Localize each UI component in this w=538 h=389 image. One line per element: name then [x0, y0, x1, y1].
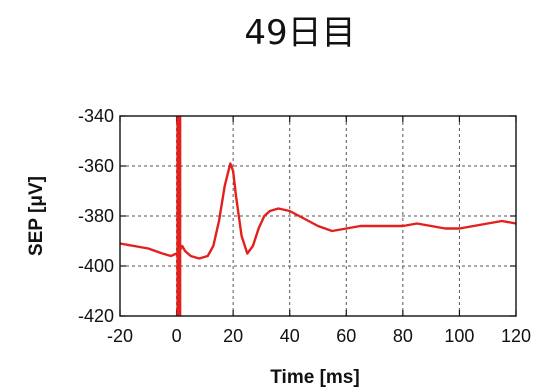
data-point: [224, 185, 226, 187]
data-point: [232, 170, 234, 172]
data-point: [269, 210, 271, 212]
x-tick-labels: -20 0 20 40 60 80 100 120: [107, 326, 531, 346]
data-point: [430, 225, 432, 227]
data-point: [198, 257, 200, 260]
data-point: [374, 225, 376, 227]
y-axis-label: SEP [μV]: [26, 176, 47, 256]
data-point: [289, 210, 291, 212]
x-axis-label: Time [ms]: [270, 367, 359, 388]
data-point: [501, 220, 503, 222]
data-point: [246, 252, 248, 255]
data-point: [277, 207, 279, 210]
data-point: [331, 230, 333, 232]
data-point: [317, 225, 319, 227]
data-point: [241, 235, 243, 237]
data-point: [258, 227, 260, 230]
x-tick-label: 0: [172, 326, 182, 346]
data-point: [263, 215, 265, 217]
y-tick-label: -360: [78, 156, 114, 176]
series-line-0: [119, 162, 517, 260]
plot-frame: [119, 115, 517, 317]
data-point: [170, 255, 172, 257]
y-tick-label: -420: [78, 306, 114, 326]
data-point: [487, 222, 489, 225]
x-tick-label: 40: [280, 326, 300, 346]
data-point: [473, 225, 475, 227]
x-tick-label: 60: [336, 326, 356, 346]
x-tick-label: 120: [501, 326, 531, 346]
data-point: [207, 255, 209, 257]
y-tick-label: -340: [78, 106, 114, 126]
data-point: [359, 225, 361, 227]
data-point: [444, 227, 446, 230]
x-tick-label: -20: [107, 326, 133, 346]
gridlines: [120, 116, 516, 316]
data-point: [252, 245, 254, 247]
plot-area: [119, 116, 517, 316]
y-tick-labels: -340 -360 -380 -400 -420: [78, 106, 114, 326]
data-point: [235, 195, 237, 197]
data-point: [402, 225, 404, 227]
x-tick-label: 20: [223, 326, 243, 346]
data-point: [345, 227, 347, 230]
x-tick-label: 100: [444, 326, 474, 346]
data-point: [458, 227, 460, 230]
x-tick-label: 80: [393, 326, 413, 346]
data-point: [184, 250, 186, 252]
data-point: [416, 222, 418, 225]
data-point: [181, 245, 183, 247]
data-point: [212, 245, 214, 247]
y-tick-label: -380: [78, 206, 114, 226]
data-point: [161, 252, 163, 255]
y-tick-label: -400: [78, 256, 114, 276]
data-point: [229, 162, 231, 165]
data-point: [133, 245, 135, 247]
chart-title: 49日目: [244, 13, 355, 53]
data-point: [218, 220, 220, 222]
data-point: [388, 225, 390, 227]
data-point: [190, 255, 192, 257]
data-point: [303, 217, 305, 220]
data-point: [147, 247, 149, 250]
